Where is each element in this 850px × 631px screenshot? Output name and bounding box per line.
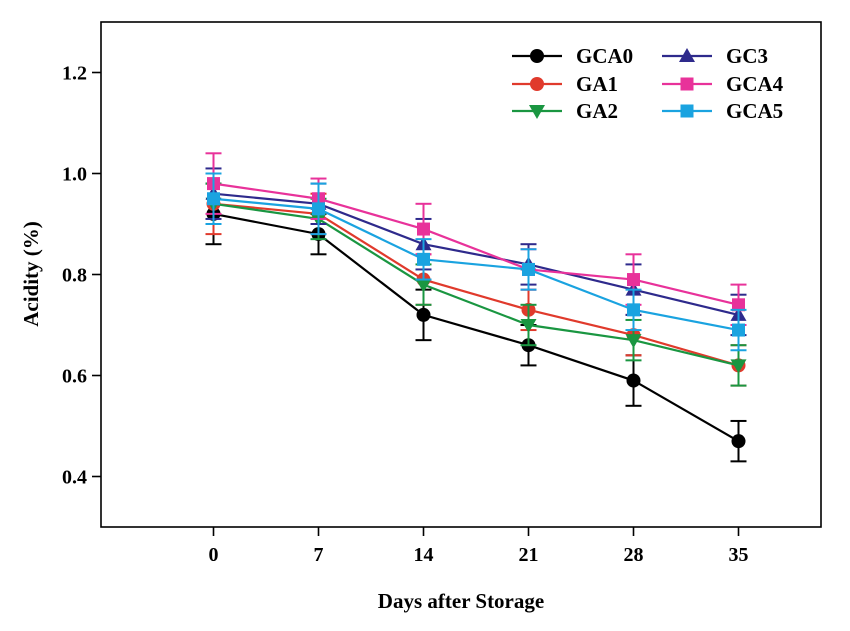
legend: GCA0 GA1 GA2 GC3 GCA4 GCA5: [512, 44, 784, 123]
series-layer: [205, 152, 747, 463]
data-point: [416, 307, 431, 322]
data-point: [522, 262, 535, 276]
legend-item: GC3: [662, 44, 768, 68]
data-point: [627, 273, 640, 287]
legend-item: GCA5: [662, 99, 783, 123]
series-line: [213, 202, 739, 367]
x-tick-label: 0: [209, 544, 219, 566]
legend-marker: [530, 77, 544, 91]
x-tick-label: 28: [624, 544, 644, 566]
y-axis: 0.4 0.6 0.8 1.0 1.2: [62, 63, 101, 489]
y-tick-label: 1.2: [62, 63, 87, 85]
legend-item: GA1: [512, 72, 618, 96]
legend-marker: [680, 77, 694, 91]
legend-label: GC3: [726, 44, 768, 68]
y-tick-label: 0.6: [62, 366, 87, 388]
plot-area: 0 7 14 21 28 35 0.4 0.6 0.8 1.0 1.2 GCA0 GA1 GA2 GC3…: [62, 21, 822, 566]
x-tick-label: 21: [519, 544, 539, 566]
data-point: [625, 334, 642, 349]
legend-marker: [679, 48, 695, 62]
data-point: [417, 222, 430, 236]
y-axis-title: Acidity (%): [19, 221, 43, 327]
data-point: [520, 319, 537, 333]
legend-item: GCA0: [512, 44, 633, 68]
x-tick-label: 7: [314, 544, 324, 566]
y-tick-label: 0.4: [62, 467, 87, 489]
legend-label: GA1: [576, 72, 618, 96]
series-gca4: [205, 152, 747, 326]
legend-marker: [530, 49, 544, 63]
series-line: [213, 182, 739, 306]
series-gca0: [205, 182, 747, 463]
data-point: [626, 373, 641, 388]
legend-label: GCA4: [726, 72, 784, 96]
legend-item: GA2: [512, 99, 618, 123]
x-axis-title: Days after Storage: [378, 589, 544, 613]
series-line: [213, 202, 739, 367]
legend-marker: [529, 105, 545, 119]
legend-label: GA2: [576, 99, 618, 123]
series-gca5: [205, 172, 747, 352]
legend-marker: [680, 104, 694, 118]
y-tick-label: 1.0: [62, 164, 87, 186]
data-point: [312, 202, 325, 216]
data-point: [731, 434, 746, 449]
legend-label: GCA5: [726, 99, 783, 123]
data-point: [732, 323, 745, 337]
series-ga2: [205, 182, 747, 387]
legend-label: GCA0: [576, 44, 633, 68]
data-point: [627, 303, 640, 317]
series-line: [213, 212, 740, 443]
x-axis: 0 7 14 21 28 35: [209, 527, 749, 566]
data-point: [730, 359, 747, 374]
x-tick-label: 14: [414, 544, 434, 566]
data-point: [207, 192, 220, 206]
data-point: [415, 278, 432, 293]
x-tick-label: 35: [729, 544, 749, 566]
series-line: [213, 192, 739, 316]
y-tick-label: 0.8: [62, 265, 87, 287]
series-line: [213, 197, 739, 332]
legend-item: GCA4: [662, 72, 784, 96]
data-point: [417, 252, 430, 266]
data-point: [732, 298, 745, 312]
axes-frame: [100, 21, 822, 528]
